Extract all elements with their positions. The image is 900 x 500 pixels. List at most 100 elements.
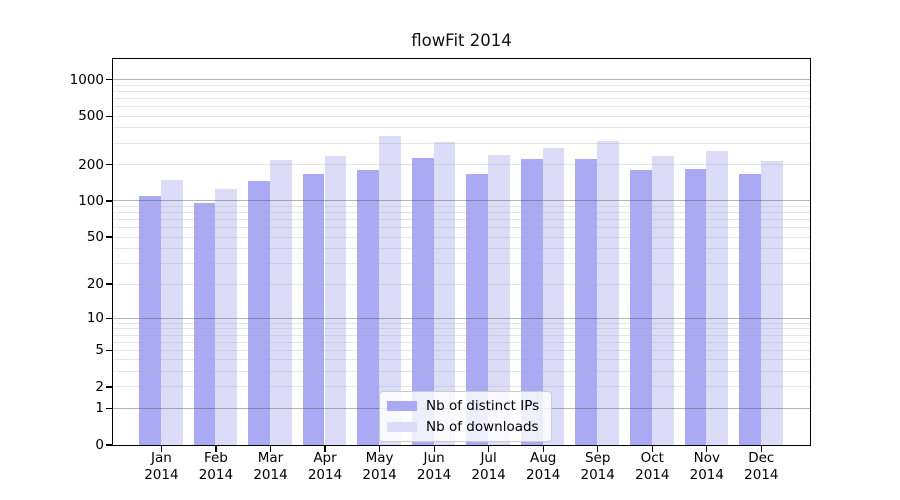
gridline-minor-30 — [112, 262, 810, 264]
gridline-minor-800 — [112, 90, 810, 92]
bar-ips-may — [357, 170, 380, 445]
bar-ips-jul — [466, 173, 489, 445]
gridline-minor-400 — [112, 127, 810, 129]
gridline-minor-5 — [112, 349, 810, 351]
gridline-major-1000 — [112, 79, 810, 80]
bar-downloads-apr — [324, 155, 347, 445]
y-tick-label-500: 500 — [78, 108, 104, 125]
gridline-minor-6 — [112, 341, 810, 343]
legend-item-downloads: Nb of downloads — [387, 419, 539, 435]
bar-ips-jan — [139, 196, 161, 445]
gridline-minor-50 — [112, 236, 810, 238]
gridline-minor-8 — [112, 328, 810, 330]
gridline-major-10 — [112, 317, 810, 319]
y-tick-mark-0 — [106, 444, 113, 446]
y-tick-label-10: 10 — [86, 310, 104, 327]
chart-legend: Nb of distinct IPs Nb of downloads — [379, 391, 553, 442]
gridline-minor-60 — [112, 227, 810, 228]
y-tick-mark-1 — [106, 407, 113, 409]
bar-downloads-dec — [760, 160, 783, 445]
gridline-minor-2 — [112, 386, 810, 388]
gridline-minor-500 — [112, 115, 810, 117]
bar-ips-apr — [302, 174, 325, 445]
bar-downloads-aug — [542, 148, 565, 445]
x-tick-mark-jan — [160, 445, 163, 452]
x-tick-mark-dec — [760, 445, 762, 452]
x-tick-mark-jun — [433, 445, 435, 452]
y-tick-label-1: 1 — [95, 400, 104, 417]
bar-downloads-oct — [651, 156, 674, 445]
bar-ips-feb — [193, 202, 216, 445]
plot-area — [111, 57, 811, 446]
y-tick-mark-5 — [106, 349, 113, 351]
gridline-minor-900 — [112, 84, 810, 86]
x-tick-mark-jul — [488, 445, 490, 452]
x-tick-label-aug-2014: Aug 2014 — [526, 450, 561, 483]
bar-ips-aug — [520, 158, 543, 445]
x-tick-label-may-2014: May 2014 — [362, 450, 397, 483]
bar-downloads-jun — [433, 141, 456, 445]
x-tick-mark-sep — [597, 445, 599, 452]
x-tick-label-dec-2014: Dec 2014 — [744, 450, 779, 483]
gridline-minor-200 — [112, 164, 810, 165]
bar-downloads-feb — [215, 188, 238, 445]
x-tick-mark-mar — [269, 445, 272, 452]
bar-downloads-may — [379, 135, 401, 445]
gridline-minor-300 — [112, 142, 810, 144]
y-tick-mark-2 — [106, 386, 113, 388]
y-tick-label-100: 100 — [78, 192, 104, 209]
bar-ips-dec — [739, 173, 761, 445]
bar-downloads-nov — [706, 151, 729, 445]
x-tick-mark-apr — [324, 445, 326, 452]
y-tick-label-0: 0 — [95, 437, 104, 453]
y-tick-mark-500 — [106, 115, 113, 117]
chart-title: flowFit 2014 — [411, 31, 512, 50]
x-tick-mark-feb — [215, 445, 217, 452]
y-tick-label-5: 5 — [95, 342, 104, 359]
y-tick-mark-100 — [106, 200, 113, 202]
y-tick-mark-50 — [106, 236, 113, 238]
bar-downloads-sep — [597, 141, 619, 445]
gridline-minor-70 — [112, 219, 810, 220]
bar-ips-sep — [575, 158, 598, 445]
legend-item-distinct-ips: Nb of distinct IPs — [387, 398, 539, 414]
x-tick-label-nov-2014: Nov 2014 — [689, 450, 724, 483]
y-tick-label-20: 20 — [86, 276, 104, 292]
legend-swatch-downloads — [387, 422, 417, 432]
x-tick-label-feb-2014: Feb 2014 — [198, 450, 234, 483]
x-tick-label-apr-2014: Apr 2014 — [307, 450, 343, 483]
y-tick-mark-1000 — [106, 78, 113, 81]
x-tick-mark-aug — [542, 445, 544, 452]
y-tick-label-1000: 1000 — [69, 71, 104, 88]
x-tick-label-jan-2014: Jan 2014 — [144, 450, 179, 483]
y-tick-label-200: 200 — [78, 156, 104, 173]
legend-label-downloads: Nb of downloads — [426, 419, 539, 435]
y-tick-label-2: 2 — [95, 378, 104, 395]
gridline-minor-3 — [112, 371, 810, 373]
bar-ips-jun — [411, 157, 434, 445]
gridline-major-100 — [112, 200, 810, 202]
legend-swatch-distinct-ips — [387, 401, 417, 411]
gridline-minor-80 — [112, 212, 810, 213]
x-tick-label-sep-2014: Sep 2014 — [580, 450, 615, 483]
x-tick-mark-oct — [651, 445, 653, 452]
y-tick-mark-20 — [106, 283, 113, 285]
legend-label-distinct-ips: Nb of distinct IPs — [426, 398, 540, 414]
gridline-minor-4 — [112, 359, 810, 361]
y-tick-mark-10 — [106, 317, 113, 319]
x-tick-label-oct-2014: Oct 2014 — [635, 450, 670, 483]
gridline-minor-700 — [112, 97, 810, 99]
gridline-minor-9 — [112, 322, 810, 324]
x-tick-label-jun-2014: Jun 2014 — [416, 450, 452, 483]
gridline-minor-40 — [112, 248, 810, 250]
x-tick-mark-nov — [706, 445, 708, 452]
x-tick-label-jul-2014: Jul 2014 — [471, 450, 506, 483]
x-tick-mark-may — [379, 445, 381, 452]
x-tick-label-mar-2014: Mar 2014 — [253, 450, 288, 483]
y-tick-label-50: 50 — [86, 229, 104, 245]
bar-downloads-jul — [488, 154, 510, 445]
bar-ips-oct — [630, 170, 652, 445]
bar-ips-mar — [248, 181, 270, 445]
gridline-minor-7 — [112, 334, 810, 336]
